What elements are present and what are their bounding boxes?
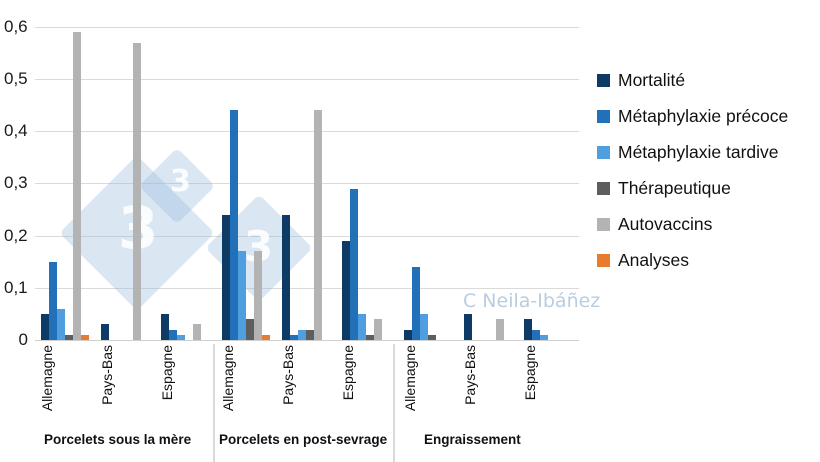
x-tick-label: Pays-Bas [280, 345, 296, 405]
bar [496, 319, 504, 340]
bar [193, 324, 201, 340]
x-tick-label: Allemagne [402, 345, 418, 412]
y-tick-label: 0,6 [4, 17, 28, 36]
bar [540, 334, 548, 340]
y-tick-label: 0,1 [4, 278, 28, 297]
y-tick-label: 0 [18, 330, 28, 349]
legend-item: Métaphylaxie précoce [597, 98, 788, 134]
group-label: Engraissement [424, 432, 521, 447]
x-tick-label: Espagne [340, 345, 356, 401]
bar [65, 334, 73, 340]
bar [161, 313, 169, 340]
legend-swatch-icon [597, 217, 610, 231]
legend-item: Autovaccins [597, 206, 788, 242]
bar [464, 313, 472, 340]
x-tick-label: Allemagne [39, 345, 55, 412]
bar [101, 324, 109, 340]
legend-label: Métaphylaxie précoce [618, 105, 789, 126]
bar [532, 329, 540, 340]
bar [169, 329, 177, 340]
gridline [35, 131, 579, 132]
legend-label: Analyses [618, 249, 690, 270]
group-separator [213, 344, 215, 462]
bar [290, 334, 298, 340]
bar [133, 42, 141, 340]
bar [262, 334, 270, 340]
legend-item: Métaphylaxie tardive [597, 134, 788, 170]
bar [254, 251, 262, 340]
bar [428, 334, 436, 340]
bar [41, 313, 49, 340]
x-axis-baseline [35, 340, 579, 341]
bar [412, 266, 420, 340]
x-tick-label: Pays-Bas [99, 345, 115, 405]
group-label: Porcelets en post-sevrage [219, 432, 388, 447]
gridline [35, 27, 579, 28]
x-tick-label: Espagne [159, 345, 175, 401]
legend-swatch-icon [597, 73, 610, 87]
legend-item: Thérapeutique [597, 170, 788, 206]
gridline [35, 236, 579, 237]
x-tick-label: Espagne [522, 345, 538, 401]
bar [222, 214, 230, 340]
bar [81, 334, 89, 340]
legend-swatch-icon [597, 253, 610, 267]
legend-swatch-icon [597, 181, 610, 195]
watermark-three: 3 [170, 164, 191, 199]
legend-item: Analyses [597, 242, 788, 278]
gridline [35, 79, 579, 80]
x-tick-label: Allemagne [220, 345, 236, 412]
legend-item: Mortalité [597, 62, 788, 98]
bar [57, 308, 65, 340]
bar [177, 334, 185, 340]
legend-swatch-icon [597, 109, 610, 123]
y-tick-label: 0,5 [4, 69, 28, 88]
legend-swatch-icon [597, 145, 610, 159]
bar [230, 110, 238, 340]
y-tick-label: 0,2 [4, 226, 28, 245]
bar [314, 110, 322, 340]
bar [350, 188, 358, 340]
bar [358, 313, 366, 340]
credit-watermark: C Neila-Ibáñez [463, 290, 601, 312]
x-tick-label: Pays-Bas [462, 345, 478, 405]
group-label: Porcelets sous la mère [44, 432, 192, 447]
bar [246, 319, 254, 340]
bar [342, 240, 350, 340]
y-tick-label: 0,3 [4, 173, 28, 192]
bar [49, 261, 57, 340]
bar [404, 329, 412, 340]
bar [306, 329, 314, 340]
bar [238, 251, 246, 340]
legend-label: Thérapeutique [618, 177, 731, 198]
bar [524, 319, 532, 340]
y-tick-label: 0,4 [4, 121, 28, 140]
bar [366, 334, 374, 340]
gridline [35, 288, 579, 289]
bar [420, 313, 428, 340]
legend-label: Métaphylaxie tardive [618, 141, 779, 162]
gridline [35, 183, 579, 184]
bar [73, 32, 81, 340]
legend: Mortalité Métaphylaxie précoce Métaphylaxi… [597, 62, 788, 278]
group-separator [393, 344, 395, 462]
bar [282, 214, 290, 340]
legend-label: Mortalité [618, 69, 686, 90]
bar [298, 329, 306, 340]
legend-label: Autovaccins [618, 213, 713, 234]
bar [374, 319, 382, 340]
